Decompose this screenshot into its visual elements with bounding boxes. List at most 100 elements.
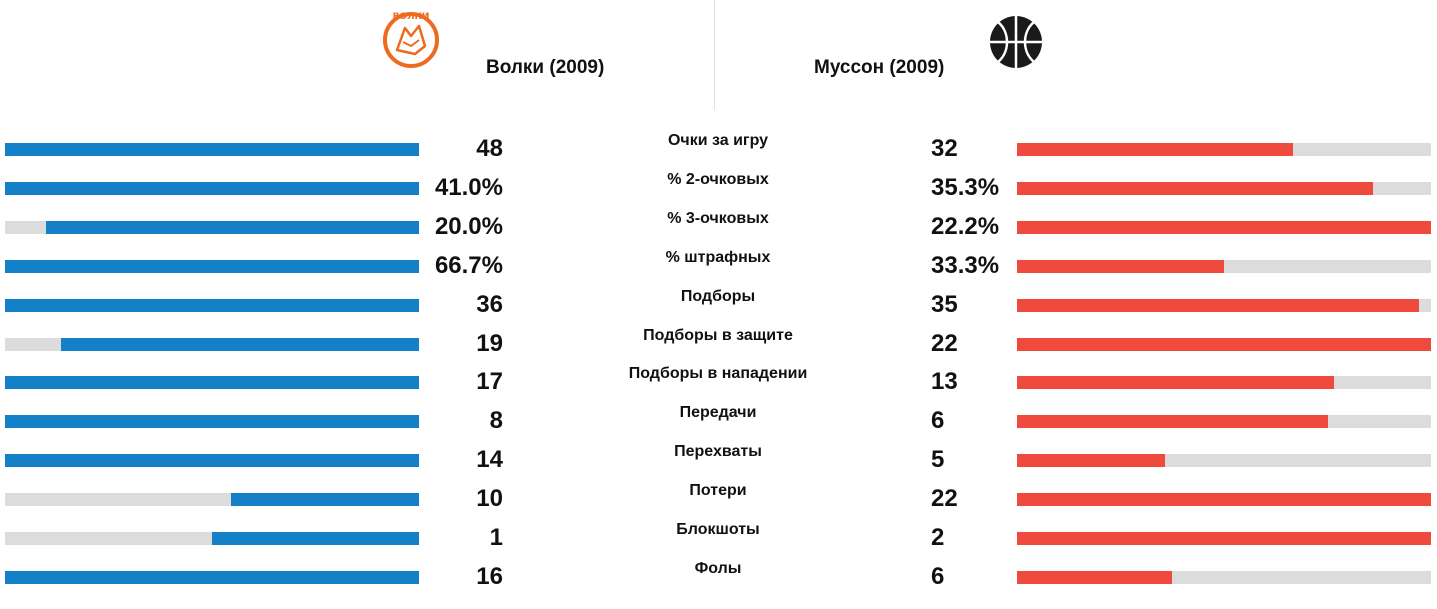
left-team-name: Волки (2009) <box>486 57 605 78</box>
right-team-bar <box>1017 259 1431 273</box>
right-team-bar-fill <box>1017 337 1431 351</box>
left-team-value: 48 <box>476 135 503 162</box>
left-team-bar <box>5 298 419 312</box>
header-divider <box>714 0 715 110</box>
stat-row: 10 Потери 22 <box>0 478 1437 516</box>
left-team-value: 8 <box>489 407 503 435</box>
right-team-bar <box>1017 532 1431 545</box>
right-team-name: Муссон (2009) <box>814 57 945 78</box>
left-team-value: 1 <box>489 524 503 551</box>
right-team-bar-fill <box>1017 259 1224 273</box>
right-team-bar <box>1017 454 1431 468</box>
right-team-bar-fill <box>1017 415 1328 429</box>
left-team-bar <box>5 532 419 545</box>
stat-label: Подборы в нападении <box>628 365 808 383</box>
right-team-bar <box>1017 143 1431 156</box>
left-team-value: 17 <box>476 368 503 396</box>
left-team-bar-fill <box>5 143 419 156</box>
right-team-bar <box>1017 570 1431 584</box>
stat-label: Потери <box>689 482 747 500</box>
stat-label: Подборы <box>680 287 756 305</box>
stat-row: 66.7% % штрафных 33.3% <box>0 245 1437 283</box>
right-team-value: 35 <box>931 290 958 318</box>
stat-row: 17 Подборы в нападении 13 <box>0 361 1437 399</box>
left-team-value: 20.0% <box>434 212 503 240</box>
right-team-bar <box>1017 415 1431 429</box>
stat-label: Очки за игру <box>667 132 769 149</box>
stat-label: % штрафных <box>665 248 771 266</box>
stat-row: 8 Передачи 6 <box>0 400 1437 438</box>
left-team-value: 66.7% <box>434 251 503 279</box>
right-team-value: 6 <box>931 562 945 590</box>
right-team-value: 22 <box>931 329 958 357</box>
stat-row: 16 Фолы 6 <box>0 556 1437 594</box>
right-team-value: 22.2% <box>931 212 1000 240</box>
left-team-bar-fill <box>230 493 419 507</box>
stat-label: Подборы в защите <box>643 326 793 344</box>
right-team-value: 2 <box>931 524 945 551</box>
stat-row: 48 Очки за игру 32 <box>0 128 1437 166</box>
left-team-bar <box>5 454 419 468</box>
left-team-value: 16 <box>476 562 503 590</box>
left-team-bar <box>5 415 419 429</box>
left-team-value: 19 <box>476 329 503 357</box>
left-team-bar-fill <box>5 259 419 273</box>
left-team-bar-fill <box>5 570 419 584</box>
right-team-bar <box>1017 493 1431 507</box>
left-team-value: 41.0% <box>434 173 503 201</box>
right-team-bar-fill <box>1017 298 1420 312</box>
left-team-bar-fill <box>212 532 419 545</box>
right-team-bar-fill <box>1017 181 1374 195</box>
right-team-bar-fill <box>1017 532 1431 545</box>
left-team-bar-fill <box>5 415 419 429</box>
left-team-bar <box>5 376 419 390</box>
right-team-value: 35.3% <box>931 173 1000 201</box>
right-team-bar <box>1017 220 1431 234</box>
stat-label: % 2-очковых <box>667 170 769 188</box>
right-team-value: 5 <box>931 446 945 474</box>
stat-label: Блокшоты <box>676 521 760 538</box>
right-team-bar-fill <box>1017 376 1334 390</box>
left-team-bar <box>5 220 419 234</box>
left-team-bar <box>5 337 419 351</box>
wolf-logo-text: ВОЛКИ <box>393 12 430 22</box>
left-team-bar <box>5 143 419 156</box>
stat-row: 20.0% % 3-очковых 22.2% <box>0 206 1437 244</box>
stat-row: 36 Подборы 35 <box>0 284 1437 322</box>
right-team-value: 6 <box>931 407 945 435</box>
comparison-header: ВОЛКИ Волки (2009) Муссон (2009) <box>0 0 1437 112</box>
right-team-bar-fill <box>1017 493 1431 507</box>
stat-label: Передачи <box>679 404 757 422</box>
right-team-value: 33.3% <box>931 251 1000 279</box>
right-team-bar <box>1017 298 1431 312</box>
left-team-bar-fill <box>5 298 419 312</box>
left-team-value: 10 <box>476 485 503 513</box>
left-team-bar <box>5 259 419 273</box>
right-team-value: 32 <box>931 135 958 162</box>
stat-label: % 3-очковых <box>667 209 769 227</box>
left-team-bar-fill <box>61 337 419 351</box>
stat-row: 1 Блокшоты 2 <box>0 517 1437 555</box>
right-team-bar-fill <box>1017 143 1294 156</box>
stat-label: Фолы <box>694 559 742 577</box>
left-team-value: 36 <box>476 290 503 318</box>
stat-row: 19 Подборы в защите 22 <box>0 323 1437 361</box>
left-team-value: 14 <box>476 446 503 474</box>
stat-row: 14 Перехваты 5 <box>0 439 1437 477</box>
left-team-bar <box>5 181 419 195</box>
left-team-bar <box>5 570 419 584</box>
stat-label: Перехваты <box>674 443 762 461</box>
right-team-value: 13 <box>931 368 958 396</box>
wolf-logo-icon: ВОЛКИ <box>381 6 441 70</box>
right-team-value: 22 <box>931 485 958 513</box>
left-team-bar <box>5 493 419 507</box>
stat-row: 41.0% % 2-очковых 35.3% <box>0 167 1437 205</box>
right-team-bar <box>1017 181 1431 195</box>
right-team-bar <box>1017 376 1431 390</box>
left-team-bar-fill <box>5 181 419 195</box>
right-team-bar-fill <box>1017 220 1431 234</box>
right-team-bar <box>1017 337 1431 351</box>
right-team-bar-fill <box>1017 454 1165 468</box>
right-team-bar-fill <box>1017 570 1173 584</box>
left-team-bar-fill <box>5 376 419 390</box>
